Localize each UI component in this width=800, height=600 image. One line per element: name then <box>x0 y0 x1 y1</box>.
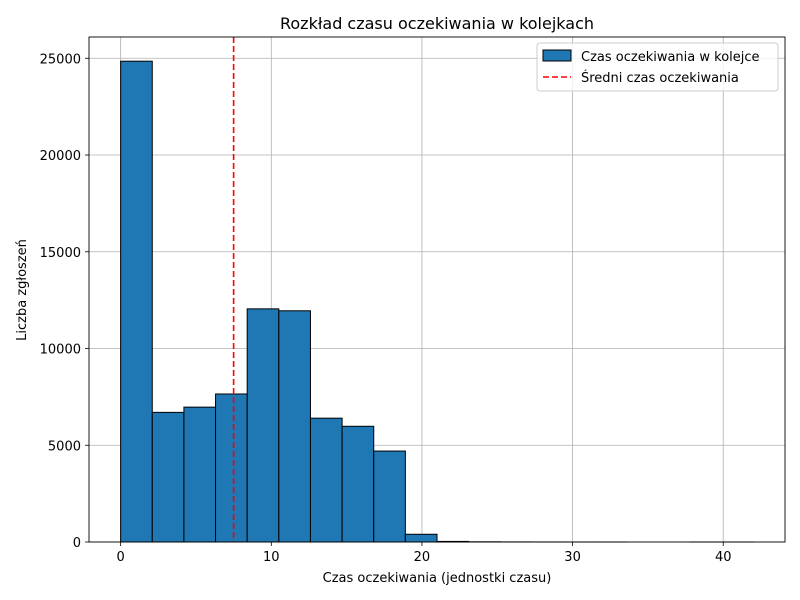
histogram-bar <box>404 533 438 543</box>
x-tick-label: 40 <box>715 550 732 565</box>
plot-frame <box>88 36 786 543</box>
histogram-bar <box>151 411 185 543</box>
histogram-bar <box>278 310 311 543</box>
y-tick-label: 25000 <box>40 52 81 67</box>
x-axis-ticks: 0 10 20 30 40 <box>116 542 732 565</box>
x-tick-label: 10 <box>263 550 280 565</box>
x-tick-label: 20 <box>414 550 431 565</box>
histogram-bar <box>120 60 153 543</box>
x-tick-label: 30 <box>564 550 581 565</box>
y-tick-label: 0 <box>73 536 81 551</box>
legend-label-mean: Średni czas oczekiwania <box>581 70 739 86</box>
histogram-bar <box>183 406 217 543</box>
chart-title: Rozkład czasu oczekiwania w kolejkach <box>280 14 594 33</box>
x-tick-label: 0 <box>116 550 124 565</box>
x-axis-label: Czas oczekiwania (jednostki czasu) <box>323 571 552 586</box>
histogram-bar <box>341 425 375 543</box>
y-axis-ticks: 0 5000 10000 15000 20000 25000 <box>40 52 89 551</box>
y-tick-label: 5000 <box>48 439 81 454</box>
y-tick-label: 20000 <box>40 149 81 164</box>
histogram-bar <box>373 450 406 543</box>
y-tick-label: 15000 <box>40 246 81 261</box>
histogram-bar <box>246 308 280 543</box>
legend: Czas oczekiwania w kolejce Średni czas o… <box>536 42 779 92</box>
histogram-bar <box>309 417 343 543</box>
legend-box <box>536 42 779 92</box>
histogram-bars <box>120 60 754 543</box>
histogram-bar <box>215 393 248 543</box>
y-tick-label: 10000 <box>40 343 81 358</box>
y-axis-label: Liczba zgłoszeń <box>15 239 30 341</box>
legend-bar-swatch <box>542 49 572 62</box>
legend-label-bars: Czas oczekiwania w kolejce <box>581 50 760 65</box>
